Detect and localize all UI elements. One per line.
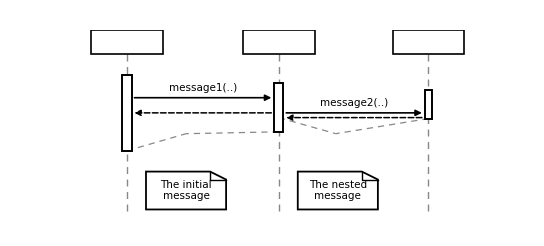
Polygon shape <box>298 172 378 210</box>
Text: The initial
message: The initial message <box>160 180 212 201</box>
Bar <box>393 30 465 54</box>
Text: message1(..): message1(..) <box>169 83 237 93</box>
Bar <box>274 83 283 132</box>
Bar <box>243 30 314 54</box>
Text: participant3: participant3 <box>392 35 465 48</box>
Text: participant2: participant2 <box>243 35 315 48</box>
Text: message2(..): message2(..) <box>320 98 388 108</box>
Bar <box>425 90 432 119</box>
Bar <box>91 30 163 54</box>
Text: The nested
message: The nested message <box>309 180 367 201</box>
Polygon shape <box>146 172 226 210</box>
Bar <box>122 75 132 151</box>
Text: participant1: participant1 <box>91 35 163 48</box>
